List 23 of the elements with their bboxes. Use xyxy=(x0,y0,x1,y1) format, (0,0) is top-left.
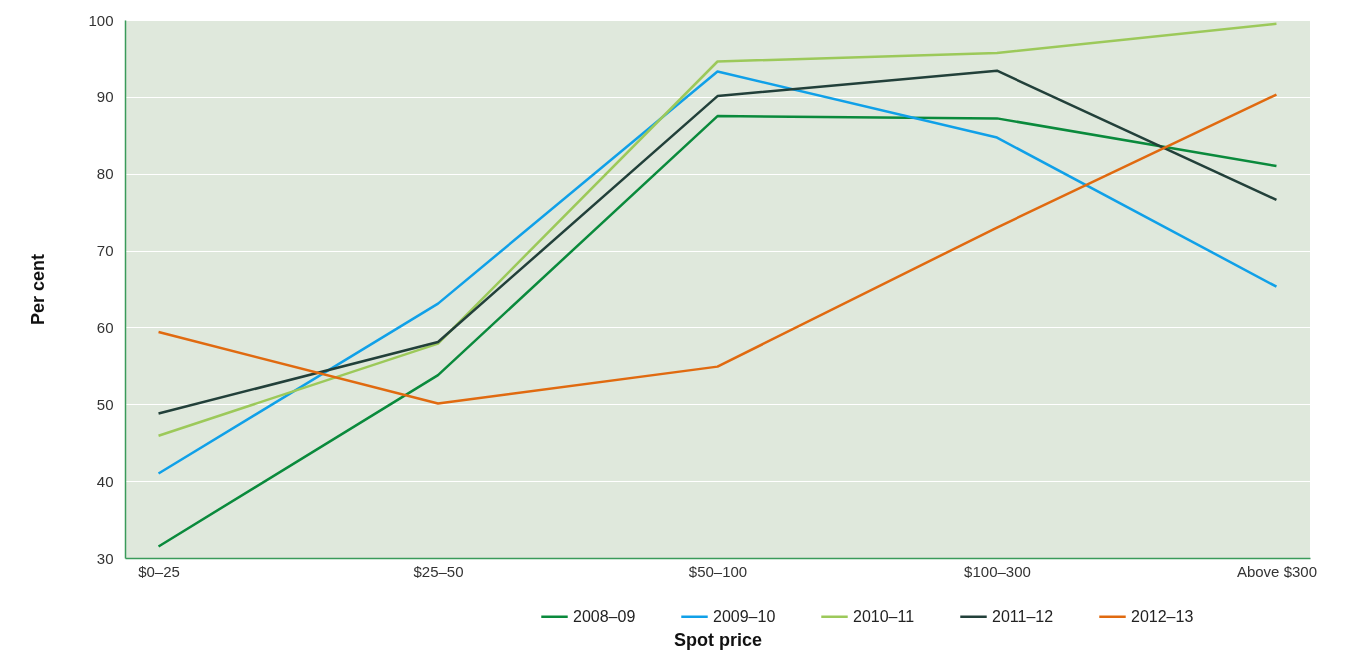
line-series xyxy=(157,22,1278,438)
y-tick-label: 40 xyxy=(96,472,114,490)
legend-label: 2010–11 xyxy=(853,607,915,625)
y-axis-title: Per cent xyxy=(28,253,49,326)
y-tick-label: 100 xyxy=(88,11,114,29)
x-tick-label: Above $300 xyxy=(1236,562,1317,580)
x-tick-label: $25–50 xyxy=(413,562,464,580)
line-series xyxy=(157,114,1278,548)
legend-label: 2008–09 xyxy=(573,607,636,625)
y-tick-label: 80 xyxy=(96,165,114,183)
y-tick-label: 60 xyxy=(96,318,114,336)
legend-label: 2011–12 xyxy=(992,607,1054,625)
y-tick-label: 50 xyxy=(96,395,114,413)
y-tick-label: 30 xyxy=(96,549,114,567)
legend-label: 2009–10 xyxy=(713,607,776,625)
y-tick-label: 90 xyxy=(96,88,114,106)
x-axis-title: Spot price xyxy=(673,629,763,650)
y-tick-label: 70 xyxy=(96,242,114,260)
x-tick-label: $50–100 xyxy=(688,562,748,580)
line-series xyxy=(157,70,1278,475)
x-tick-label: $0–25 xyxy=(138,562,180,580)
x-tick-label: $100–300 xyxy=(964,562,1031,580)
legend-label: 2012–13 xyxy=(1131,607,1194,625)
